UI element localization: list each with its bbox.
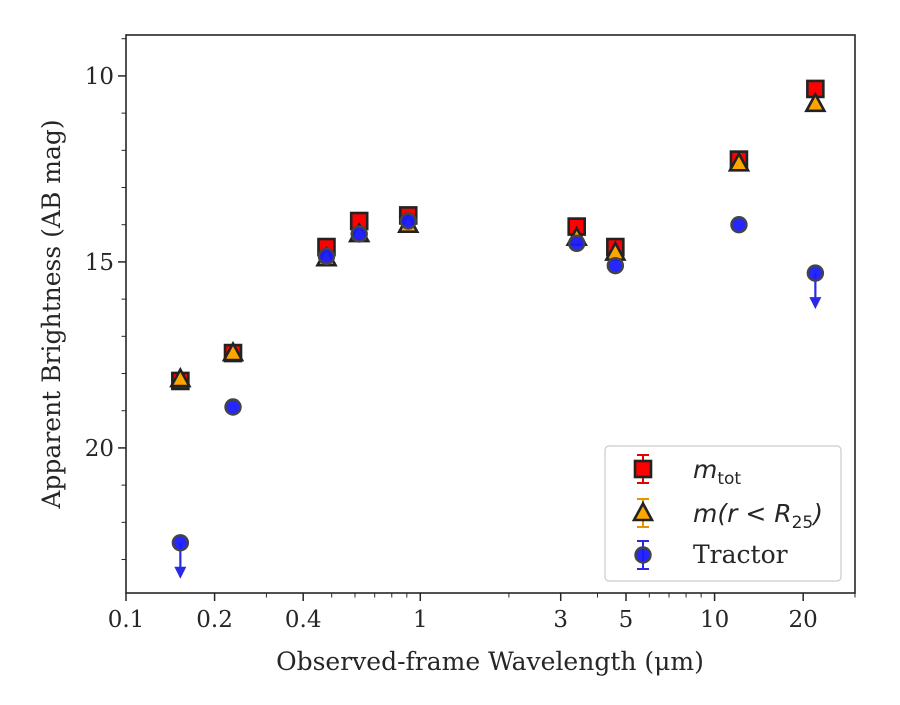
legend-m-tot-sub: tot (717, 469, 741, 489)
legend: mtot m(r < R25) Tractor (604, 445, 842, 582)
series-square (171, 79, 825, 391)
series-circle (171, 212, 825, 579)
plot-frame (125, 34, 856, 594)
x-tick-label: 0.2 (196, 607, 233, 633)
data-point-circle (806, 264, 825, 282)
x-tick-label: 0.4 (285, 607, 322, 633)
legend-m-r25-main: m(r < R (693, 499, 792, 528)
data-point-triangle (727, 151, 751, 172)
legend-box (604, 445, 842, 582)
x-tick-label: 3 (553, 607, 568, 633)
legend-m-r25-close: ) (811, 499, 823, 528)
data-point-circle (568, 234, 586, 253)
data-point-triangle (169, 366, 192, 388)
legend-marker-triangle (631, 500, 655, 522)
data-point-circle (350, 225, 368, 243)
legend-m-tot-main: m (693, 455, 717, 484)
upper-limit-arrow-head (174, 566, 187, 579)
y-tick-label: 15 (85, 250, 114, 276)
data-point-circle (730, 216, 748, 234)
y-tick-label: 20 (85, 436, 114, 462)
y-tick-label: 10 (85, 64, 114, 90)
x-tick-label: 10 (700, 607, 729, 633)
x-tick-label: 0.1 (108, 607, 145, 633)
x-tick-label: 5 (619, 607, 634, 633)
legend-m-r25-sub: 25 (792, 513, 814, 533)
data-point-triangle (221, 340, 245, 362)
legend-label-m-r25: m(r < R25) (693, 499, 823, 533)
data-point-circle (606, 256, 625, 275)
y-axis-label: Apparent Brightness (AB mag) (37, 119, 66, 509)
data-marks (169, 79, 827, 579)
legend-marker-circle (634, 546, 652, 564)
legend-label-m-tot: mtot (693, 455, 741, 489)
upper-limit-arrow-head (809, 297, 822, 310)
data-point-circle (171, 534, 190, 552)
x-axis-label: Observed-frame Wavelength (μm) (276, 647, 704, 676)
data-point-circle (399, 212, 417, 230)
axis-ticks: 0.1 0.2 0.4 1 3 5 10 20 10 15 20 (85, 38, 856, 633)
x-tick-label: 1 (413, 607, 428, 633)
legend-markers (631, 454, 655, 570)
data-point-circle (317, 247, 336, 266)
legend-marker-square (633, 459, 653, 479)
data-point-triangle (804, 91, 827, 113)
data-point-circle (224, 398, 242, 416)
legend-label-tractor: Tractor (693, 540, 788, 569)
x-tick-label: 20 (789, 607, 818, 633)
series-triangle (169, 91, 827, 388)
